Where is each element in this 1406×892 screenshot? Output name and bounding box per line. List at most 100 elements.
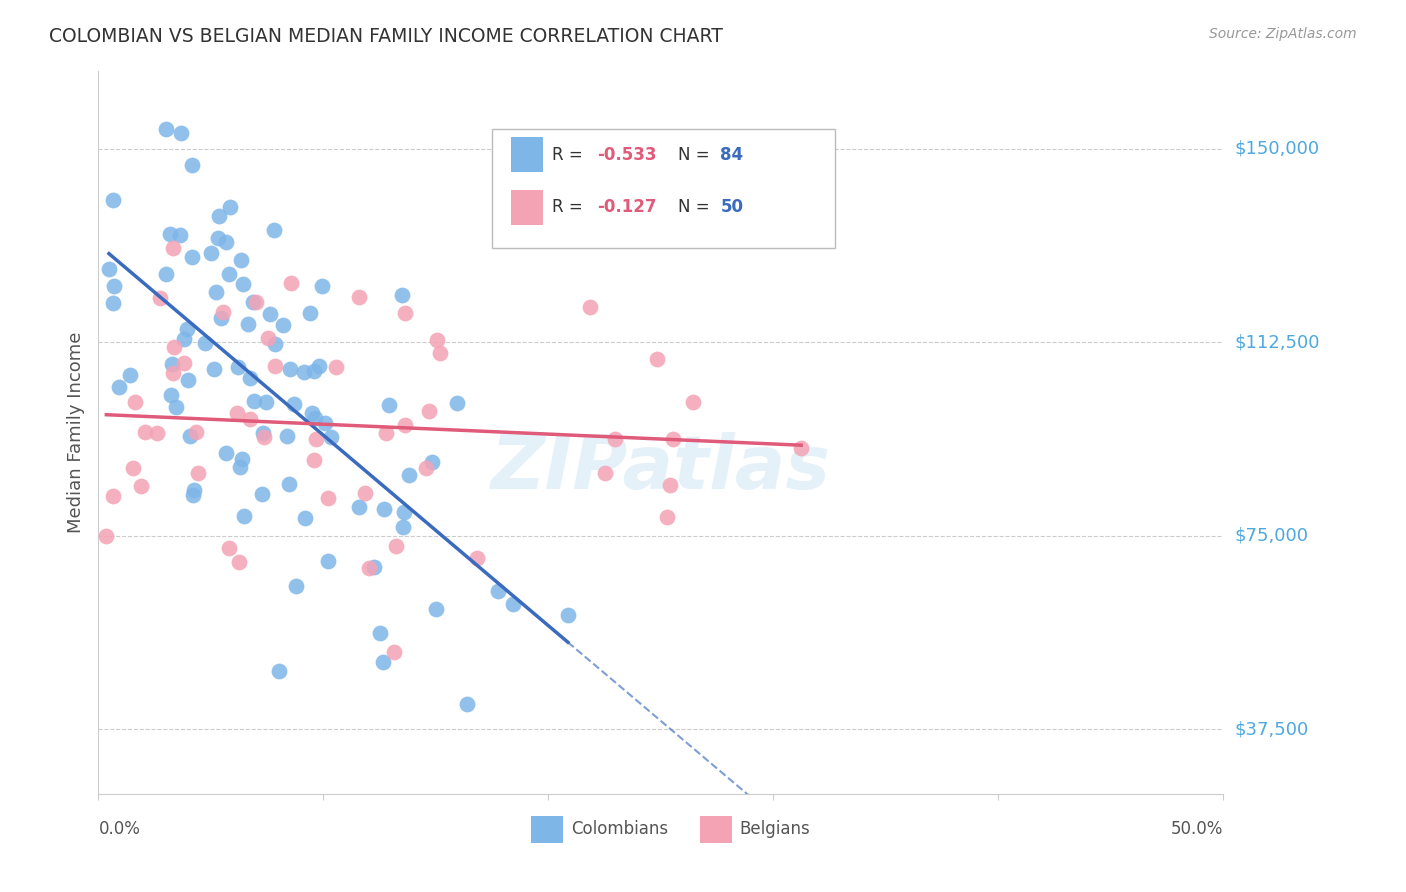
Point — [418, 404, 440, 418]
Text: 0.0%: 0.0% — [98, 821, 141, 838]
Point — [160, 387, 183, 401]
Text: N =: N = — [678, 145, 714, 163]
Point — [162, 241, 184, 255]
Text: Belgians: Belgians — [740, 821, 810, 838]
Point — [357, 560, 380, 574]
Bar — [512, 137, 543, 172]
Point — [173, 356, 195, 370]
Text: -0.533: -0.533 — [596, 145, 657, 163]
Point — [294, 511, 316, 525]
Point — [118, 368, 141, 382]
Text: $112,500: $112,500 — [1234, 334, 1320, 351]
Point — [420, 455, 443, 469]
Point — [252, 425, 274, 440]
Point — [391, 288, 413, 302]
Point — [349, 500, 371, 514]
Point — [316, 554, 339, 568]
Point — [184, 425, 207, 440]
Text: R =: R = — [551, 145, 588, 163]
Point — [302, 364, 325, 378]
Point — [304, 411, 326, 425]
Y-axis label: Median Family Income: Median Family Income — [66, 332, 84, 533]
Text: COLOMBIAN VS BELGIAN MEDIAN FAMILY INCOME CORRELATION CHART: COLOMBIAN VS BELGIAN MEDIAN FAMILY INCOM… — [49, 27, 723, 45]
Text: 50: 50 — [720, 198, 744, 216]
Text: $150,000: $150,000 — [1234, 140, 1320, 158]
Point — [219, 200, 242, 214]
Point — [593, 466, 616, 480]
Text: N =: N = — [678, 198, 714, 216]
Point — [280, 277, 302, 291]
Point — [159, 227, 181, 241]
Point — [278, 362, 301, 376]
Bar — [700, 815, 731, 843]
Point — [394, 306, 416, 320]
Point — [207, 209, 229, 223]
Point — [299, 306, 322, 320]
Point — [426, 333, 449, 347]
Point — [378, 398, 401, 412]
Point — [446, 396, 468, 410]
Point — [579, 301, 602, 315]
Point — [160, 357, 183, 371]
Point — [103, 489, 125, 503]
Point — [231, 253, 253, 268]
Point — [682, 395, 704, 409]
Point — [302, 453, 325, 467]
Point — [121, 461, 143, 475]
Bar — [531, 815, 562, 843]
Point — [239, 412, 262, 426]
Point — [103, 279, 125, 293]
Point — [382, 645, 405, 659]
Point — [267, 664, 290, 678]
Point — [645, 351, 668, 366]
Point — [271, 318, 294, 332]
Text: 84: 84 — [720, 145, 744, 163]
Text: Source: ZipAtlas.com: Source: ZipAtlas.com — [1209, 27, 1357, 41]
Point — [301, 406, 323, 420]
Point — [232, 277, 254, 291]
Point — [187, 466, 209, 480]
Point — [108, 380, 131, 394]
Point — [429, 346, 451, 360]
Point — [134, 425, 156, 439]
Point — [101, 194, 124, 208]
Point — [790, 442, 813, 456]
Point — [228, 555, 250, 569]
Point — [207, 230, 229, 244]
Point — [211, 305, 233, 319]
Point — [415, 461, 437, 475]
Point — [456, 698, 478, 712]
Bar — [512, 190, 543, 225]
Point — [392, 520, 415, 534]
Point — [605, 432, 627, 446]
Point — [252, 487, 274, 501]
Point — [169, 227, 191, 242]
Point — [308, 359, 330, 374]
Point — [319, 430, 342, 444]
Point — [375, 426, 398, 441]
Point — [392, 505, 415, 519]
Point — [173, 332, 195, 346]
Text: Colombians: Colombians — [571, 821, 668, 838]
Point — [253, 430, 276, 444]
Point — [165, 400, 187, 414]
Point — [181, 251, 204, 265]
Point — [373, 502, 395, 516]
Point — [97, 262, 120, 277]
Point — [231, 451, 253, 466]
Point — [292, 365, 315, 379]
Point — [263, 223, 285, 237]
Point — [215, 446, 238, 460]
Point — [177, 373, 200, 387]
Point — [259, 307, 281, 321]
Point — [502, 597, 524, 611]
Point — [371, 655, 394, 669]
Point — [314, 416, 336, 430]
Point — [124, 395, 146, 409]
Point — [183, 488, 205, 502]
Text: R =: R = — [551, 198, 588, 216]
Point — [242, 294, 264, 309]
Point — [226, 406, 249, 420]
Point — [183, 483, 205, 497]
Point — [176, 322, 198, 336]
